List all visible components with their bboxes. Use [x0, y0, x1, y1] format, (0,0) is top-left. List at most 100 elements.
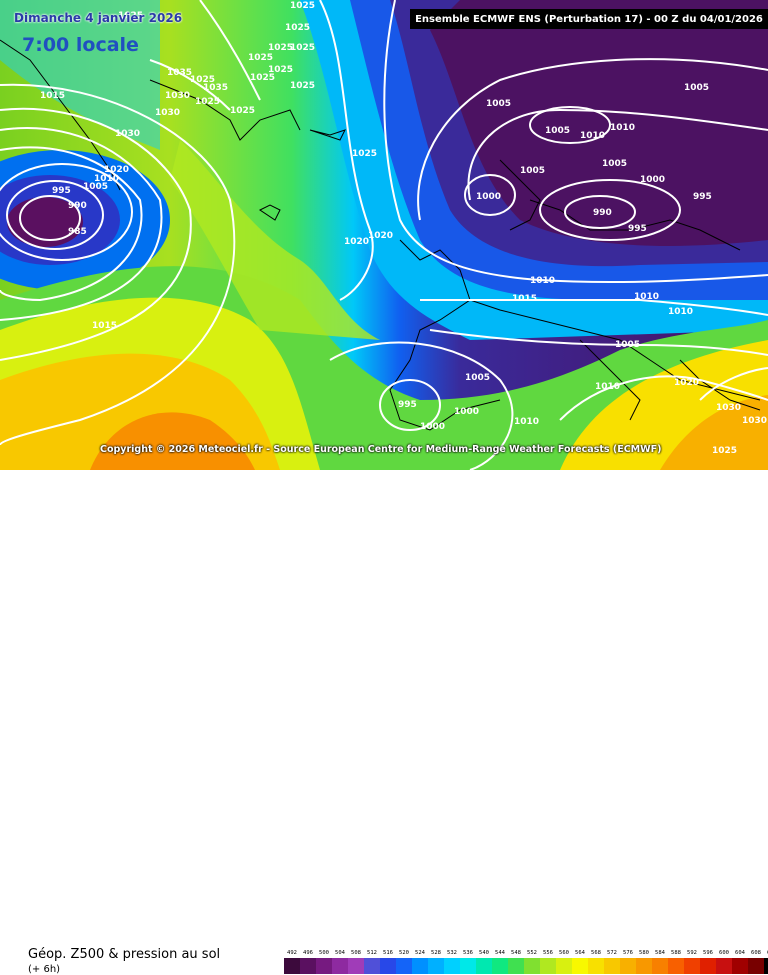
- isobar-label: 1025: [290, 1, 315, 11]
- isobar-label: 1010: [634, 292, 659, 302]
- scale-tick-label: 576: [623, 950, 633, 956]
- scale-step: 576: [620, 949, 636, 974]
- isobar-label: 1010: [668, 307, 693, 317]
- isobar-label: 1025: [712, 446, 737, 456]
- scale-step: 596: [700, 949, 716, 974]
- z500-greenland-band: [0, 0, 160, 150]
- isobar-1020-se: [699, 367, 768, 401]
- isobar-label: 995: [628, 224, 647, 234]
- scale-swatch: [508, 958, 524, 974]
- forecast-step: (+ 6h): [28, 964, 61, 975]
- isobar-label: 1005: [83, 182, 108, 192]
- scale-swatch: [732, 958, 748, 974]
- scale-tick-label: 512: [367, 950, 377, 956]
- scale-step: 608: [748, 949, 764, 974]
- scale-swatch: [716, 958, 732, 974]
- scale-swatch: [556, 958, 572, 974]
- scale-step: 516: [380, 949, 396, 974]
- scale-swatch: [332, 958, 348, 974]
- scale-tick-label: 524: [415, 950, 425, 956]
- isobar-1010: [0, 107, 192, 361]
- copyright-notice: Copyright © 2026 Meteociel.fr - Source E…: [100, 444, 662, 455]
- isobar-label: 1025: [285, 23, 310, 33]
- isobar-label: 990: [593, 208, 612, 218]
- isobar-label: 1030: [115, 129, 140, 139]
- scale-tick-label: 492: [287, 950, 297, 956]
- scale-tick-label: 532: [447, 950, 457, 956]
- scale-step: 572: [604, 949, 620, 974]
- map-legend-footer: Géop. Z500 & pression au sol (+ 6h) 492 4…: [0, 470, 768, 975]
- scale-step: 552: [524, 949, 540, 974]
- isobar-label: 1000: [640, 175, 665, 185]
- scale-tick-label: 564: [575, 950, 585, 956]
- scale-step: 536: [460, 949, 476, 974]
- isobar-label: 1005: [520, 166, 545, 176]
- scale-step: 532: [444, 949, 460, 974]
- scale-tick-label: 600: [719, 950, 729, 956]
- scale-swatch: [572, 958, 588, 974]
- isobar-label: 995: [398, 400, 417, 410]
- isobar-label: 1015: [512, 294, 537, 304]
- isobar-1000-small: [464, 174, 516, 216]
- scale-swatch: [316, 958, 332, 974]
- isobar-label: 1015: [40, 91, 65, 101]
- scale-swatch: [444, 958, 460, 974]
- isobar-label: 1025: [248, 53, 273, 63]
- isobar-label: 990: [68, 201, 87, 211]
- isobar-label: 1025: [290, 81, 315, 91]
- forecast-date: Dimanche 4 janvier 2026: [14, 11, 183, 25]
- scale-swatch: [428, 958, 444, 974]
- scale-step: 580: [636, 949, 652, 974]
- scale-swatch: [636, 958, 652, 974]
- isobar-1005-north: [417, 58, 768, 221]
- isobar-label: 1030: [742, 416, 767, 426]
- scale-swatch: [604, 958, 620, 974]
- forecast-map: 1025 1025 1025 1025 1025 1025 1025 1025 …: [0, 0, 768, 470]
- forecast-local-time: 7:00 locale: [22, 34, 139, 56]
- isobar-1000: [0, 146, 143, 302]
- isobar-label: 1010: [514, 417, 539, 427]
- scale-step: 504: [332, 949, 348, 974]
- scale-swatch: [668, 958, 684, 974]
- scale-tick-label: 568: [591, 950, 601, 956]
- z500-color-scale: 492 496 500 504 508 512 516 520 524 528 532 536 540 5…: [284, 949, 768, 974]
- isobar-label: 985: [68, 227, 87, 237]
- scale-swatch: [700, 958, 716, 974]
- isobar-label: 1010: [595, 382, 620, 392]
- scale-tick-label: 528: [431, 950, 441, 956]
- isobar-label: 1025: [195, 97, 220, 107]
- scale-step: 524: [412, 949, 428, 974]
- scale-tick-label: 496: [303, 950, 313, 956]
- isobar-1000-north: [467, 108, 768, 201]
- isobar-1030-nw: [199, 0, 261, 101]
- scale-tick-label: 580: [639, 950, 649, 956]
- isobar-1010-se: [559, 375, 768, 421]
- isobar-label: 1025: [250, 73, 275, 83]
- scale-step: 540: [476, 949, 492, 974]
- scale-tick-label: 500: [319, 950, 329, 956]
- isobar-1005-small: [529, 106, 611, 144]
- isobar-990: [6, 180, 104, 250]
- scale-swatch: [588, 958, 604, 974]
- scale-swatch: [364, 958, 380, 974]
- isobar-label: 1020: [104, 165, 129, 175]
- scale-tick-label: 604: [735, 950, 745, 956]
- isobar-label: 1025: [268, 43, 293, 53]
- isobar-label: 1030: [155, 108, 180, 118]
- isobar-label: 1000: [476, 192, 501, 202]
- isobar-label: 1005: [602, 159, 627, 169]
- scale-step: 496: [300, 949, 316, 974]
- isobar-label: 1020: [344, 237, 369, 247]
- z500-trough-core: [430, 0, 768, 246]
- scale-swatch: [380, 958, 396, 974]
- scale-swatch: [620, 958, 636, 974]
- scale-step: 564: [572, 949, 588, 974]
- isobar-1010-north: [383, 0, 768, 284]
- isobar-label: 1030: [716, 403, 741, 413]
- scale-swatch: [764, 958, 768, 974]
- scale-tick-label: 540: [479, 950, 489, 956]
- isobar-label: 1025: [118, 11, 143, 21]
- isobar-label: 995: [693, 192, 712, 202]
- scale-step: 544: [492, 949, 508, 974]
- z500-west-low-core: [7, 197, 83, 247]
